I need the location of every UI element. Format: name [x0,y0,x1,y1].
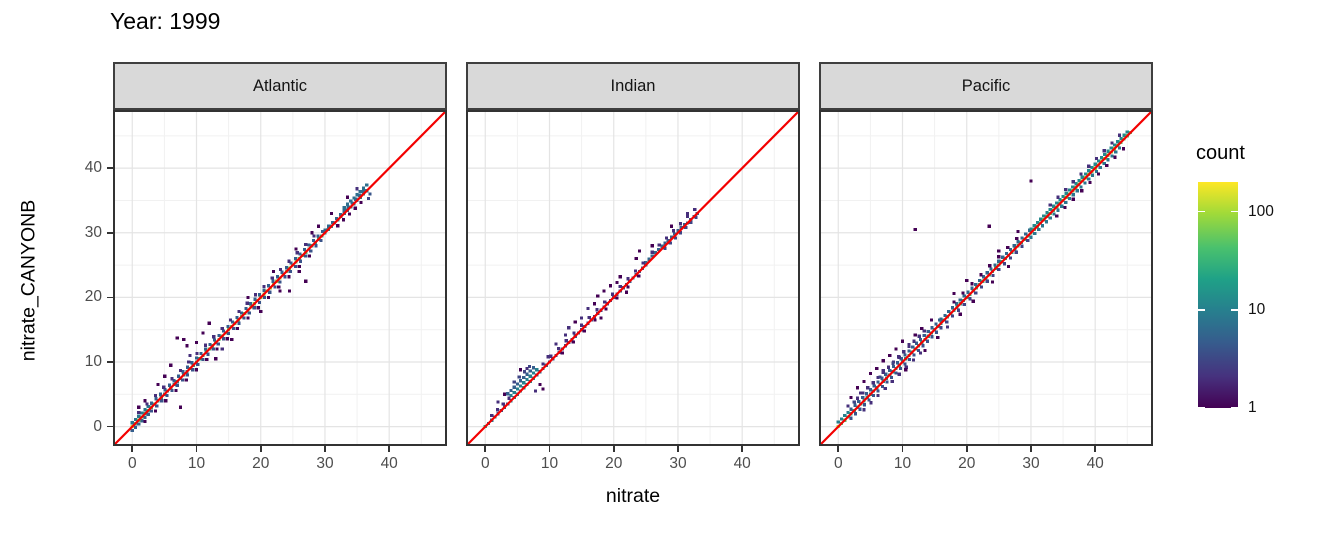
y-tick-label: 20 [84,288,102,306]
facet-strip-pacific: Pacific [819,62,1153,110]
x-tick-mark [1030,446,1032,452]
x-tick-label: 20 [252,455,270,472]
legend-tick-mark [1198,407,1205,409]
x-tick-label: 20 [605,455,623,472]
x-tick-label: 30 [1022,455,1040,472]
facet-strip-atlantic: Atlantic [113,62,447,110]
facet-strip-label: Pacific [961,76,1011,95]
x-tick-mark [195,446,198,452]
x-tick-label: 20 [958,455,976,472]
x-tick-label: 0 [833,455,843,472]
y-tick-label: 0 [93,417,102,435]
x-tick-label: 40 [380,455,398,472]
panel-indian [466,110,800,446]
y-tick-mark [107,425,113,428]
y-tick-mark [107,296,113,299]
x-tick-label: 30 [316,455,334,472]
x-tick-mark [901,446,904,452]
legend-tick-mark [1231,407,1238,409]
x-tick-mark [259,446,262,452]
x-tick-mark [484,446,487,452]
y-tick-mark [107,231,113,234]
y-tick-mark [107,361,113,363]
legend-tick-label: 100 [1248,202,1274,220]
x-tick-label: 30 [669,455,687,472]
legend-tick-label: 1 [1248,399,1257,416]
x-tick-mark [1094,446,1096,452]
facet-strip-label: Atlantic [252,76,308,95]
legend-colorbar [1198,182,1238,408]
x-tick-mark [324,446,326,452]
y-tick-label: 40 [84,159,102,177]
y-axis-title: nitrate_CANYONB [17,199,40,362]
x-tick-mark [837,446,840,452]
x-tick-mark [131,446,134,452]
x-tick-label: 0 [480,455,490,472]
x-tick-label: 0 [127,455,137,472]
legend-tick-mark [1231,210,1238,213]
y-tick-label: 30 [84,223,102,241]
x-tick-mark [388,446,390,452]
panel-pacific [819,110,1153,446]
legend-tick-mark [1198,210,1205,213]
x-tick-label: 10 [540,455,559,472]
facet-strip-indian: Indian [466,62,800,110]
x-tick-mark [965,446,968,452]
legend-tick-mark [1198,309,1205,311]
x-tick-label: 40 [1086,455,1104,472]
x-tick-mark [612,446,615,452]
x-tick-mark [548,446,551,452]
x-tick-label: 10 [187,455,206,472]
x-tick-mark [677,446,679,452]
y-tick-mark [107,167,113,169]
x-tick-mark [741,446,743,452]
x-tick-label: 10 [893,455,912,472]
legend-tick-label: 10 [1248,300,1266,318]
x-tick-label: 40 [733,455,751,472]
legend-title: count [1196,142,1245,164]
plot-title: Year: 1999 [110,8,221,34]
panel-atlantic [113,110,447,446]
legend-tick-mark [1231,309,1238,311]
y-tick-label: 10 [84,353,102,370]
facet-strip-label: Indian [610,76,656,95]
x-axis-title: nitrate [605,485,661,507]
